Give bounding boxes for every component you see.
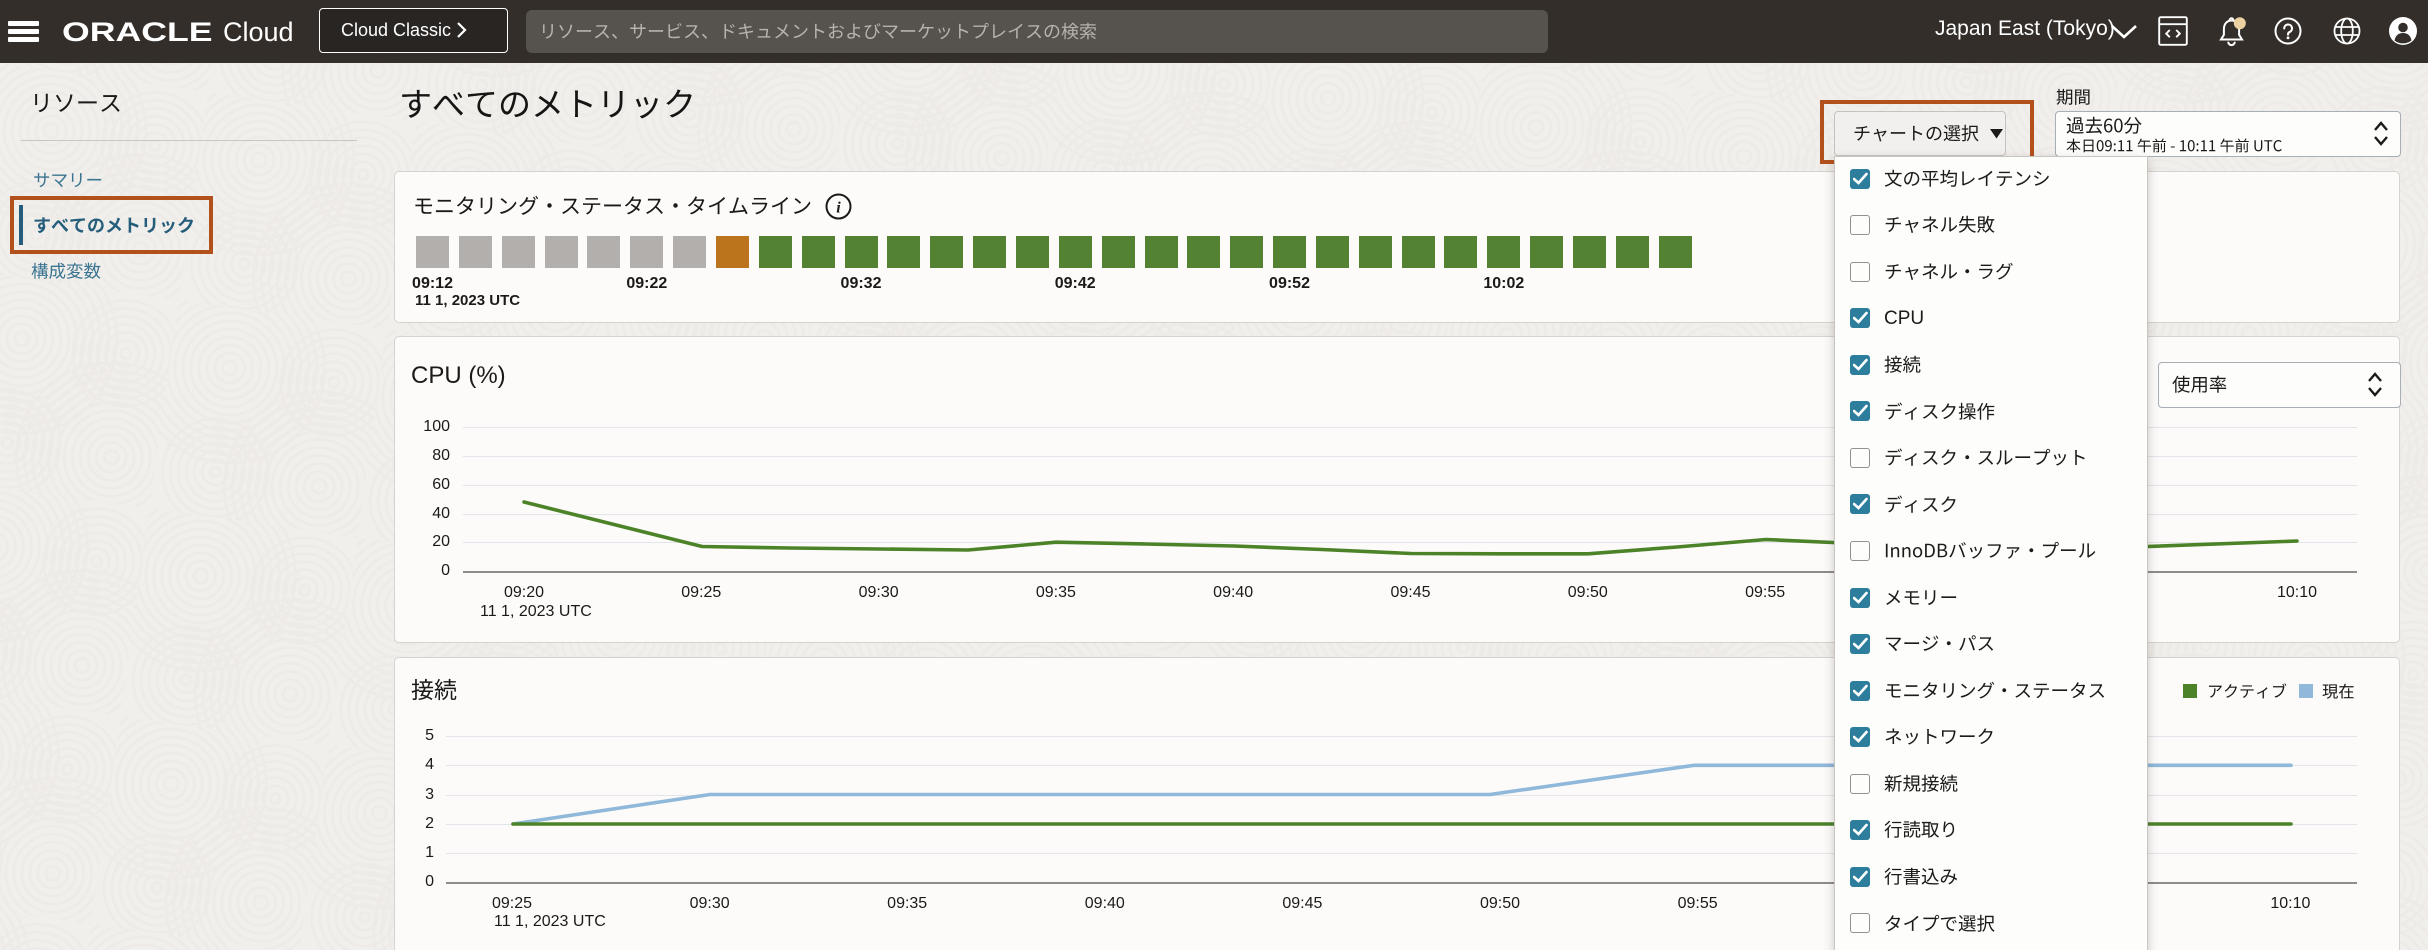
svg-text:i: i <box>836 200 841 217</box>
